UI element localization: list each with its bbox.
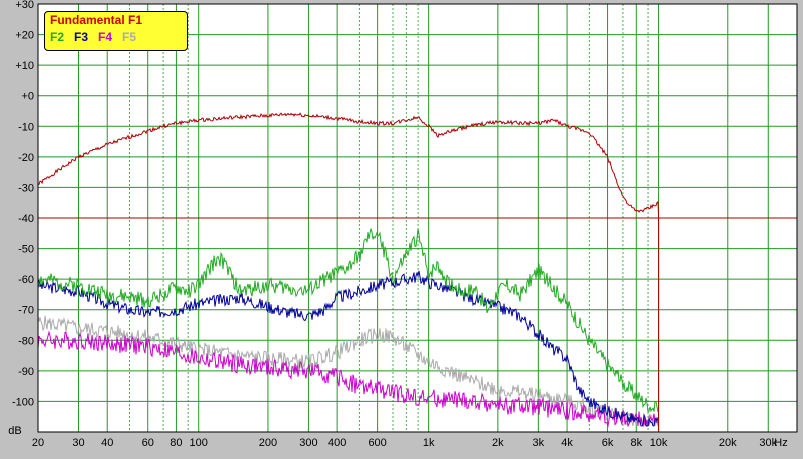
x-tick-label: 1k — [423, 437, 435, 449]
x-tick-label: 2k — [492, 437, 504, 449]
legend-entries: F2 F3 F4 F5 — [50, 30, 146, 44]
series-line-f2 — [37, 228, 659, 413]
x-tick-label: 300 — [299, 437, 317, 449]
x-tick-label: 6k — [602, 437, 614, 449]
legend-entry-f2: F2 — [50, 30, 65, 44]
x-tick-label: 60 — [142, 437, 154, 449]
legend-entry-f4: F4 — [98, 30, 113, 44]
y-tick-label: +30 — [15, 0, 34, 11]
y-tick-label: -60 — [18, 274, 34, 286]
x-axis-ticks: 20 30 40 60 80 100 200 300 400 600 1k 2k 3k 4k 6k 8k 10k… — [32, 437, 778, 449]
legend: Fundamental F1 F2 F3 F4 F5 — [44, 11, 188, 51]
x-tick-label: 8k — [630, 437, 642, 449]
x-tick-label: 200 — [259, 437, 277, 449]
x-tick-label: 40 — [101, 437, 113, 449]
y-tick-label: -40 — [18, 213, 34, 225]
x-tick-label: 400 — [328, 437, 346, 449]
y-tick-label: +10 — [15, 60, 34, 72]
y-tick-label: -100 — [12, 396, 34, 408]
plot-border — [37, 3, 798, 433]
y-tick-label: +20 — [15, 30, 34, 42]
series-line-f5 — [37, 315, 659, 428]
series-line-fundamental-f1 — [37, 112, 660, 432]
y-tick-label: -10 — [18, 121, 34, 133]
y-tick-label: -70 — [18, 305, 34, 317]
x-tick-label: 20k — [719, 437, 737, 449]
x-tick-label: 30k — [759, 437, 777, 449]
x-tick-label: 30 — [72, 437, 84, 449]
x-tick-label: 4k — [561, 437, 573, 449]
y-tick-label: -90 — [18, 366, 34, 378]
x-tick-label: 10k — [650, 437, 668, 449]
legend-entry-f3: F3 — [74, 30, 89, 44]
series-line-f4 — [37, 330, 659, 428]
x-tick-label: 100 — [190, 437, 208, 449]
series-lines — [37, 112, 797, 432]
y-axis-label: dB — [8, 425, 21, 437]
y-tick-label: -50 — [18, 244, 34, 256]
x-tick-label: 20 — [32, 437, 44, 449]
y-tick-label: -80 — [18, 335, 34, 347]
y-axis-ticks: +30 +20 +10 +0 -10 -20 -30 -40 -50 -60 -70 -80 -90 -1… — [12, 0, 34, 408]
x-tick-label: 600 — [368, 437, 386, 449]
legend-title: Fundamental F1 — [50, 13, 143, 27]
legend-entry-f5: F5 — [122, 30, 137, 44]
x-tick-label: 80 — [170, 437, 182, 449]
series-line-f3 — [37, 270, 659, 427]
y-tick-label: +0 — [21, 91, 34, 103]
x-tick-label: 3k — [533, 437, 545, 449]
y-tick-label: -30 — [18, 182, 34, 194]
x-axis-label: Hz — [774, 437, 787, 449]
y-tick-label: -20 — [18, 152, 34, 164]
